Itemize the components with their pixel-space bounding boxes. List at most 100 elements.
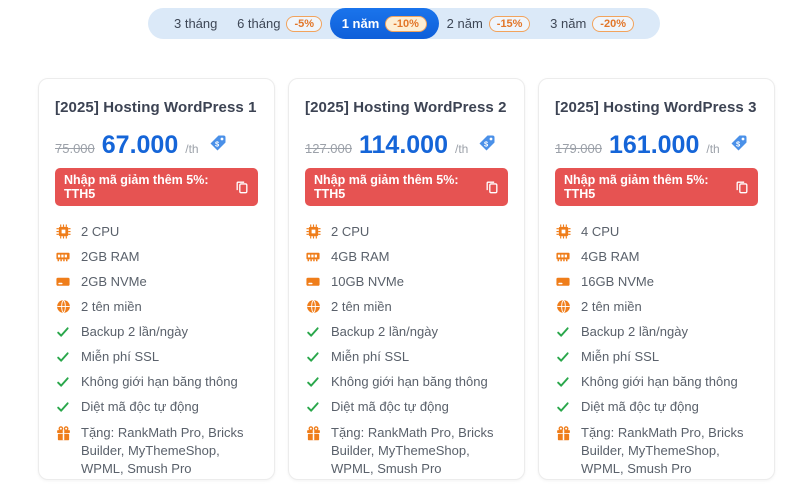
tab-label: 2 năm <box>446 16 483 31</box>
spec-row: 16GB NVMe <box>555 274 758 289</box>
cpu-icon <box>555 224 571 239</box>
spec-text: Miễn phí SSL <box>581 349 660 364</box>
billing-period-tabs: 3 tháng 6 tháng -5% 1 năm -10% 2 năm -15% 3 năm… <box>148 8 660 39</box>
svg-text:$: $ <box>484 140 489 149</box>
spec-text: 4GB RAM <box>331 249 390 264</box>
spec-row: Miễn phí SSL <box>55 349 258 364</box>
pricing-card-hosting-wordpress-2: [2025] Hosting WordPress 2 127.000 114.000… <box>288 78 525 480</box>
spec-text: Không giới hạn băng thông <box>81 374 238 389</box>
spec-text: 10GB NVMe <box>331 274 404 289</box>
check-icon <box>555 325 571 339</box>
spec-text: Backup 2 lần/ngày <box>581 324 688 339</box>
discount-badge: -5% <box>286 15 322 32</box>
pricing-card-hosting-wordpress-3: [2025] Hosting WordPress 3 179.000 161.000… <box>538 78 775 480</box>
tab-label: 3 tháng <box>174 16 218 31</box>
spec-text: 2 tên miền <box>81 299 142 314</box>
spec-row: Miễn phí SSL <box>305 349 508 364</box>
current-price: 67.000 <box>101 131 179 159</box>
spec-row: 2 tên miền <box>555 299 758 314</box>
coupon-banner[interactable]: Nhập mã giảm thêm 5%: TTH5 <box>55 168 258 206</box>
spec-text: Miễn phí SSL <box>81 349 160 364</box>
coupon-text: Nhập mã giảm thêm 5%: TTH5 <box>64 173 209 201</box>
price-tag-icon: $ <box>477 133 497 158</box>
spec-row: 4GB RAM <box>305 249 508 264</box>
spec-row: Không giới hạn băng thông <box>305 374 508 389</box>
svg-text:$: $ <box>215 140 220 149</box>
spec-row: 2GB RAM <box>55 249 258 264</box>
tab-2-nam[interactable]: 2 năm -15% <box>447 8 531 39</box>
spec-text: Không giới hạn băng thông <box>581 374 738 389</box>
tab-3-thang[interactable]: 3 tháng <box>174 8 217 39</box>
spec-text: Backup 2 lần/ngày <box>331 324 438 339</box>
spec-text: Diệt mã độc tự động <box>331 399 449 414</box>
plan-title: [2025] Hosting WordPress 1 <box>55 99 257 116</box>
spec-list: 4 CPU 4GB RAM 16GB NVMe 2 tên miền Backup 2 … <box>555 224 758 488</box>
storage-icon <box>305 274 321 289</box>
globe-icon <box>305 299 321 314</box>
check-icon <box>55 325 71 339</box>
spec-list: 2 CPU 2GB RAM 2GB NVMe 2 tên miền Backup 2 l… <box>55 224 258 488</box>
spec-row: Diệt mã độc tự động <box>555 399 758 414</box>
globe-icon <box>555 299 571 314</box>
spec-text: Tặng: RankMath Pro, Bricks Builder, MyTh… <box>331 425 494 477</box>
discount-badge: -15% <box>488 15 531 32</box>
check-icon <box>55 350 71 364</box>
ram-icon <box>305 249 321 264</box>
check-icon <box>305 375 321 389</box>
coupon-text: Nhập mã giảm thêm 5%: TTH5 <box>314 173 459 201</box>
spec-text: 4 CPU <box>581 224 620 239</box>
spec-row: Tặng: RankMath Pro, Bricks Builder, MyTh… <box>555 424 758 479</box>
spec-text: 16GB NVMe <box>581 274 654 289</box>
spec-row: Backup 2 lần/ngày <box>305 324 508 339</box>
spec-row: 2 tên miền <box>305 299 508 314</box>
copy-icon[interactable] <box>235 180 249 194</box>
spec-row: Backup 2 lần/ngày <box>555 324 758 339</box>
spec-text: 2 CPU <box>81 224 120 239</box>
ram-icon <box>555 249 571 264</box>
price-tag-icon: $ <box>729 133 749 158</box>
spec-row: 2 tên miền <box>55 299 258 314</box>
coupon-banner[interactable]: Nhập mã giảm thêm 5%: TTH5 <box>305 168 508 206</box>
spec-row: Tặng: RankMath Pro, Bricks Builder, MyTh… <box>305 424 508 479</box>
gift-icon <box>305 426 321 441</box>
price-suffix: /th <box>455 142 469 156</box>
pricing-card-hosting-wordpress-1: [2025] Hosting WordPress 1 75.000 67.000/t… <box>38 78 275 480</box>
tab-3-nam[interactable]: 3 năm -20% <box>550 8 634 39</box>
discount-badge: -10% <box>385 15 427 32</box>
plan-title: [2025] Hosting WordPress 2 <box>305 99 507 116</box>
spec-row: Backup 2 lần/ngày <box>55 324 258 339</box>
spec-row: 2 CPU <box>55 224 258 239</box>
check-icon <box>55 375 71 389</box>
tab-1-nam[interactable]: 1 năm -10% <box>329 8 439 39</box>
check-icon <box>305 325 321 339</box>
copy-icon[interactable] <box>735 180 749 194</box>
old-price: 179.000 <box>555 141 602 156</box>
gift-icon <box>55 426 71 441</box>
tab-label: 6 tháng <box>237 16 281 31</box>
spec-text: Miễn phí SSL <box>331 349 410 364</box>
spec-row: 10GB NVMe <box>305 274 508 289</box>
copy-icon[interactable] <box>485 180 499 194</box>
price-tag-icon: $ <box>208 133 228 158</box>
spec-list: 2 CPU 4GB RAM 10GB NVMe 2 tên miền Backup 2 … <box>305 224 508 488</box>
tab-label: 3 năm <box>550 16 587 31</box>
old-price: 75.000 <box>55 141 95 156</box>
check-icon <box>305 400 321 414</box>
coupon-banner[interactable]: Nhập mã giảm thêm 5%: TTH5 <box>555 168 758 206</box>
tab-6-thang[interactable]: 6 tháng -5% <box>237 8 322 39</box>
pricing-cards: [2025] Hosting WordPress 1 75.000 67.000/t… <box>38 78 775 480</box>
spec-row: Không giới hạn băng thông <box>55 374 258 389</box>
current-price: 161.000 <box>609 131 700 159</box>
cpu-icon <box>305 224 321 239</box>
spec-row: Không giới hạn băng thông <box>555 374 758 389</box>
gift-icon <box>555 426 571 441</box>
old-price: 127.000 <box>305 141 352 156</box>
check-icon <box>305 350 321 364</box>
current-price: 114.000 <box>359 131 448 159</box>
price-row: 179.000 161.000/th $ <box>555 133 758 158</box>
cpu-icon <box>55 224 71 239</box>
discount-badge: -20% <box>592 15 634 32</box>
price-suffix: /th <box>185 142 199 156</box>
spec-text: 4GB RAM <box>581 249 640 264</box>
spec-text: 2 tên miền <box>331 299 392 314</box>
